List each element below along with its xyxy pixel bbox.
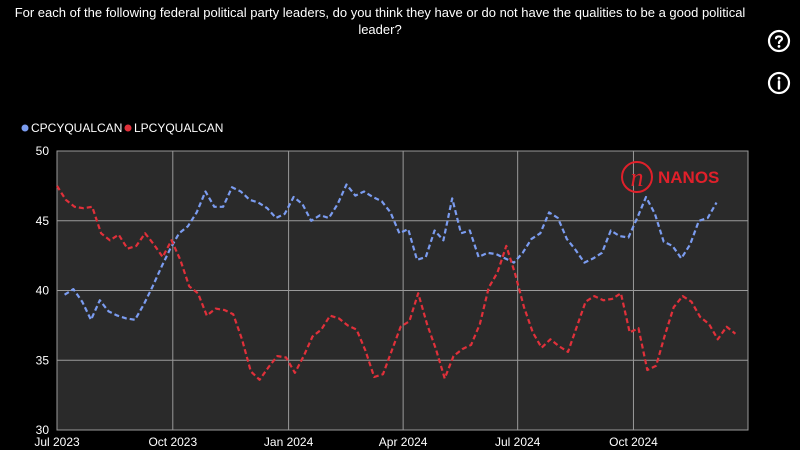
nanos-logo: n NANOS [621,161,719,193]
question-circle-icon[interactable] [767,29,791,53]
plot-border [56,150,749,431]
y-tick-label: 50 [36,144,50,158]
chart-title: For each of the following federal politi… [14,5,746,37]
legend-item-cpcyqualcan[interactable]: CPCYQUALCAN [21,121,123,135]
y-tick-label: 40 [36,284,50,298]
nanos-logo-letter: n [631,163,644,192]
x-tick-label: Jan 2024 [264,435,314,449]
legend-item-lpcyqualcan[interactable]: LPCYQUALCAN [124,121,224,135]
y-tick-label: 30 [36,423,50,437]
nanos-logo-text: NANOS [658,168,719,187]
x-tick-label: Jul 2023 [34,435,80,449]
x-tick-label: Oct 2024 [609,435,658,449]
series-lines [56,183,737,381]
y-axis-ticks: 50 45 40 35 30 [36,144,50,437]
legend-marker [21,124,29,132]
info-circle-icon[interactable] [767,71,791,95]
legend-label: CPCYQUALCAN [31,121,122,135]
x-tick-label: Jul 2024 [495,435,541,449]
x-tick-label: Oct 2023 [148,435,197,449]
x-axis-ticks: Jul 2023 Oct 2023 Jan 2024 Apr 2024 Jul 2024… [34,435,658,449]
legend[interactable]: CPCYQUALCAN LPCYQUALCAN [21,121,224,135]
x-tick-label: Apr 2024 [379,435,428,449]
y-tick-label: 35 [36,353,50,367]
legend-label: LPCYQUALCAN [134,121,223,135]
y-tick-label: 45 [36,214,50,228]
grid-lines [56,150,749,431]
legend-marker [124,124,132,132]
